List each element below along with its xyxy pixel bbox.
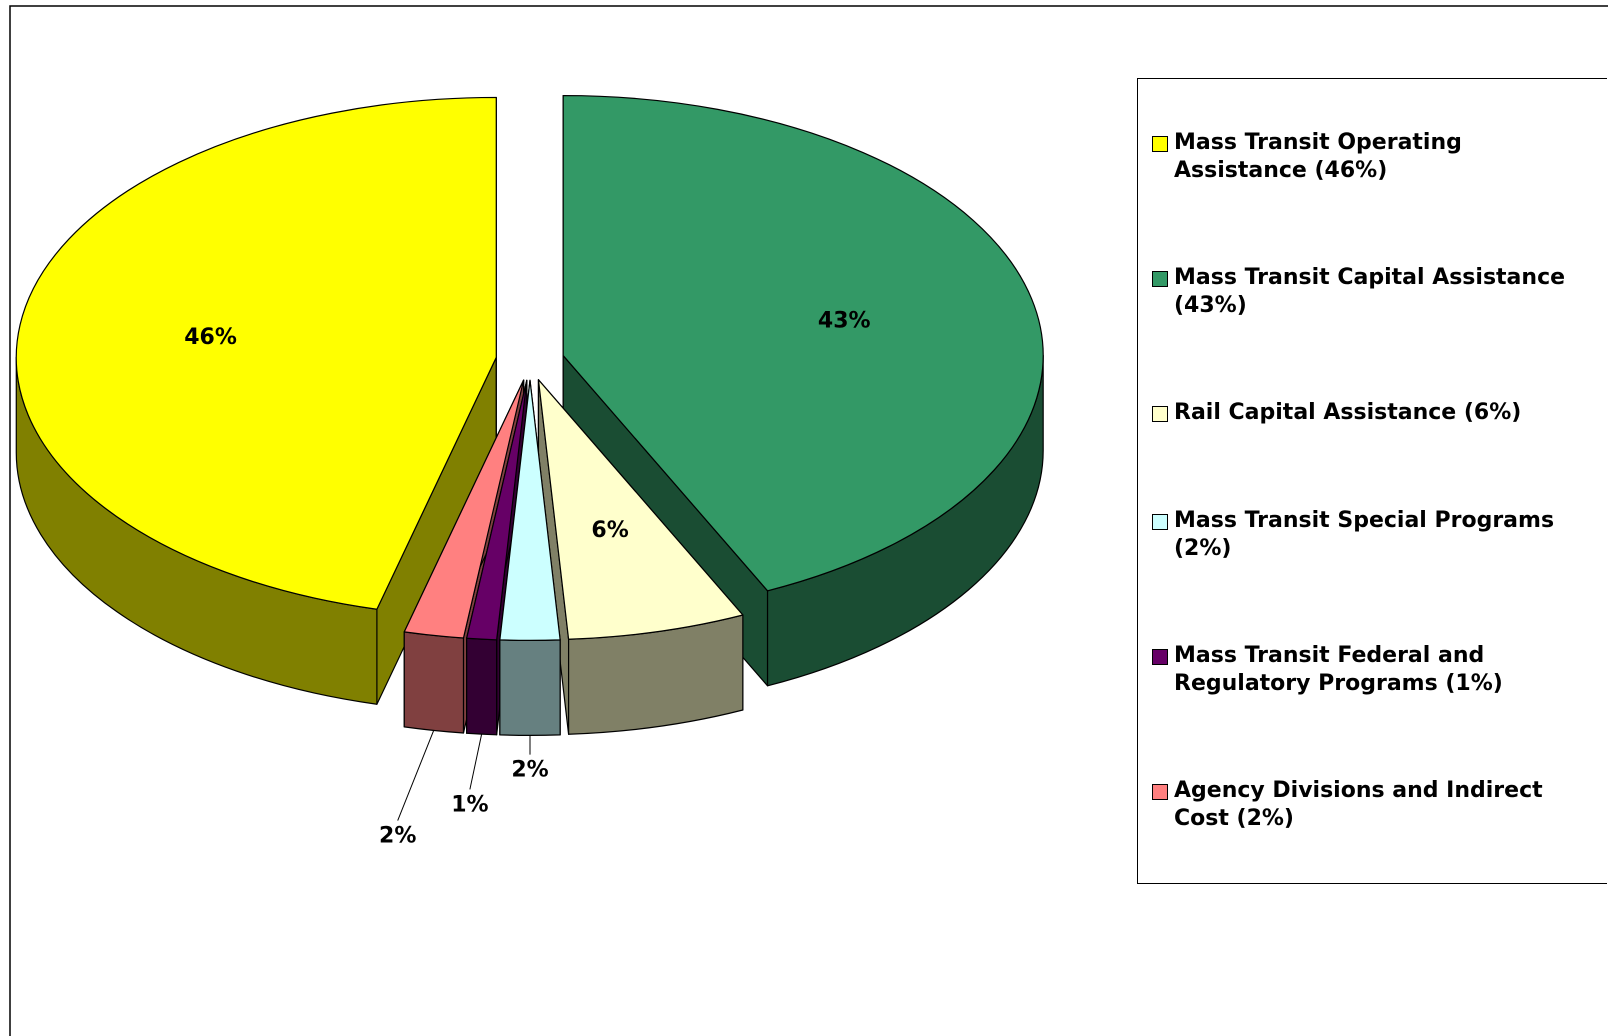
slice <box>499 379 561 642</box>
legend-swatch <box>1152 513 1168 530</box>
legend-swatch <box>1152 784 1168 801</box>
legend-item: Agency Divisions and Indirect Cost (2%) <box>1152 777 1601 833</box>
legend-swatch <box>1152 135 1168 152</box>
legend-label: Mass Transit Capital Assistance (43%) <box>1174 264 1566 318</box>
legend: Mass Transit Operating Assistance (46%) M… <box>1137 78 1607 884</box>
legend-label: Mass Transit Special Programs (2%) <box>1174 507 1555 561</box>
slice <box>403 379 525 639</box>
slice <box>562 94 1044 592</box>
legend-swatch <box>1152 648 1168 665</box>
legend-item: Mass Transit Capital Assistance (43%) <box>1152 264 1601 320</box>
legend-swatch <box>1152 270 1168 287</box>
data-label: 2% <box>511 758 548 783</box>
slice <box>537 379 744 640</box>
data-label: 1% <box>451 792 488 817</box>
legend-label: Rail Capital Assistance (6%) <box>1174 400 1522 426</box>
legend-item: Mass Transit Special Programs (2%) <box>1152 507 1601 563</box>
data-label: 43% <box>818 309 871 334</box>
legend-label: Mass Transit Operating Assistance (46%) <box>1174 129 1462 183</box>
data-label: 6% <box>591 518 628 543</box>
data-label: 46% <box>184 325 237 350</box>
legend-label: Agency Divisions and Indirect Cost (2%) <box>1174 778 1543 832</box>
slice-edge <box>466 637 498 736</box>
leader-line <box>469 734 483 790</box>
legend-label: Mass Transit Federal and Regulatory Prog… <box>1174 642 1503 696</box>
legend-item: Mass Transit Operating Assistance (46%) <box>1152 129 1601 185</box>
legend-item: Mass Transit Federal and Regulatory Prog… <box>1152 642 1601 698</box>
slice-edge <box>499 639 561 737</box>
slice-edge <box>403 631 465 734</box>
legend-item: Rail Capital Assistance (6%) <box>1152 399 1601 427</box>
data-label: 2% <box>379 824 416 849</box>
leader-line <box>397 730 435 821</box>
slice <box>15 96 497 610</box>
slice <box>466 379 528 641</box>
legend-swatch <box>1152 406 1168 423</box>
